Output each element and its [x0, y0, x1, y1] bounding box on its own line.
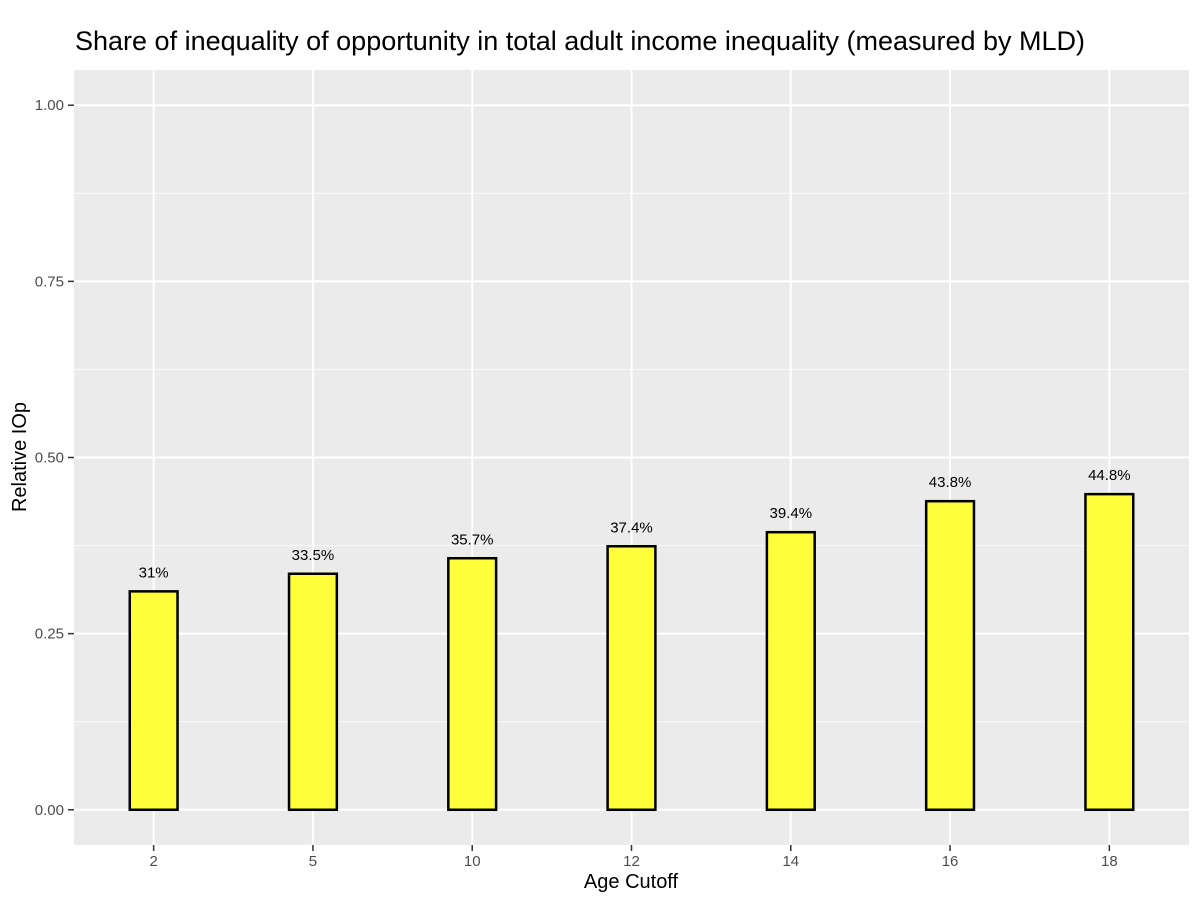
bar-5 [287, 572, 339, 812]
bars [128, 492, 1135, 812]
bar-14 [765, 530, 816, 812]
y-axis-title: Relative IOp [9, 402, 31, 512]
y-axis: 0.00 0.25 0.50 0.75 1.00 [35, 97, 74, 819]
data-label-12: 37.4% [610, 519, 653, 536]
data-label-10: 35.7% [451, 531, 494, 548]
x-axis: 2 5 10 12 14 16 18 [149, 845, 1118, 870]
y-tick-label: 0.00 [35, 802, 64, 819]
data-label-18: 44.8% [1088, 467, 1131, 484]
y-tick-label: 1.00 [35, 97, 64, 114]
x-tick-label: 18 [1101, 853, 1118, 870]
x-tick-label: 16 [942, 853, 959, 870]
data-label-5: 33.5% [292, 547, 335, 564]
y-tick-label: 0.50 [35, 450, 64, 467]
data-label-14: 39.4% [770, 505, 813, 522]
bar-12 [606, 545, 657, 812]
data-labels: 31% 33.5% 35.7% 37.4% 39.4% 43.8% 44.8% [139, 467, 1131, 581]
bar-10 [447, 557, 498, 812]
y-tick-label: 0.25 [35, 626, 64, 643]
x-tick-label: 12 [623, 853, 640, 870]
x-tick-label: 14 [782, 853, 799, 870]
x-tick-label: 2 [149, 853, 157, 870]
x-axis-title: Age Cutoff [584, 871, 679, 893]
data-label-2: 31% [139, 564, 169, 581]
bar-18 [1084, 492, 1135, 812]
y-tick-label: 0.75 [35, 273, 64, 290]
x-tick-label: 5 [309, 853, 317, 870]
data-label-16: 43.8% [929, 474, 972, 491]
bar-16 [924, 499, 976, 812]
chart-title: Share of inequality of opportunity in to… [75, 26, 1085, 56]
bar-2 [128, 590, 179, 812]
x-tick-label: 10 [464, 853, 481, 870]
